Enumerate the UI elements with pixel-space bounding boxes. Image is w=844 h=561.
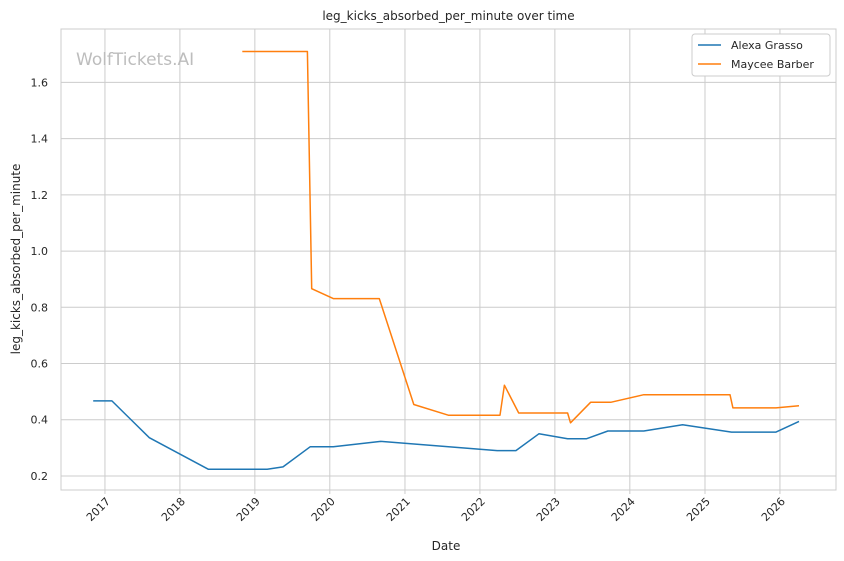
y-tick-label: 0.6	[31, 358, 49, 371]
y-axis-label: leg_kicks_absorbed_per_minute	[9, 164, 23, 355]
chart-title: leg_kicks_absorbed_per_minute over time	[322, 9, 574, 23]
y-ticks: 0.2 0.4 0.6 0.8 1.0 1.2 1.4 1.6	[31, 76, 49, 483]
y-tick-label: 0.4	[31, 414, 49, 427]
y-tick-label: 1.0	[31, 245, 49, 258]
legend: Alexa Grasso Maycee Barber	[691, 33, 831, 77]
y-tick-label: 1.4	[31, 133, 49, 146]
y-tick-label: 1.2	[31, 189, 49, 202]
series-line-0	[93, 400, 800, 470]
watermark-text: WolfTickets.AI	[76, 50, 194, 70]
legend-label-series-1: Maycee Barber	[731, 58, 814, 71]
y-tick-label: 0.2	[31, 470, 49, 483]
plot-frame	[60, 28, 837, 491]
y-tick-label: 1.6	[31, 76, 49, 89]
legend-box	[691, 33, 831, 77]
y-tick-label: 0.8	[31, 301, 49, 314]
grid-lines	[61, 29, 836, 490]
x-axis-label: Date	[432, 539, 461, 553]
legend-label-series-0: Alexa Grasso	[731, 39, 803, 52]
series-line-1	[242, 50, 800, 424]
series-lines	[93, 50, 800, 470]
